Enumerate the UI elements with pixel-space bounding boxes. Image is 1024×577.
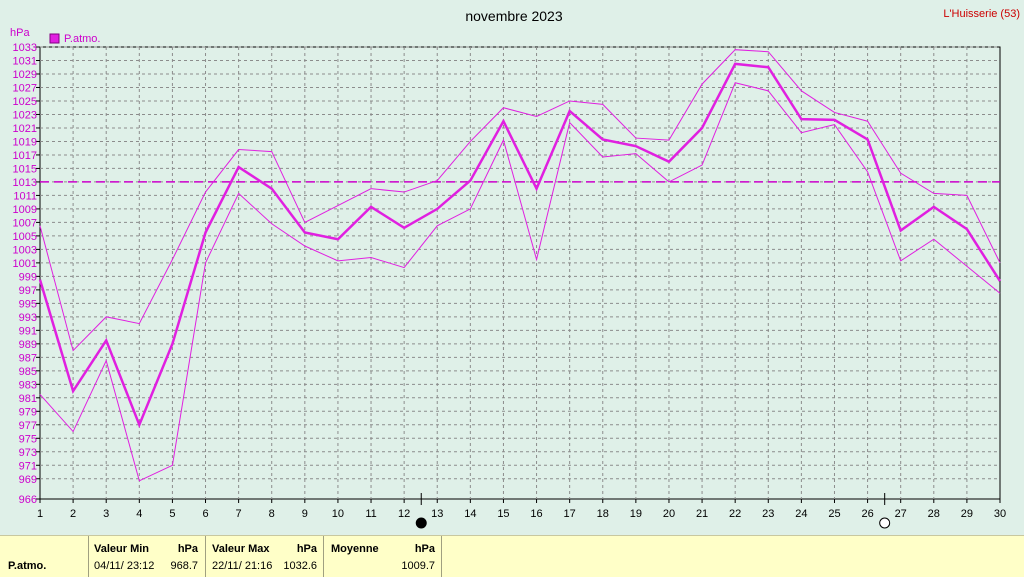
y-tick-label: 999 xyxy=(19,271,37,283)
legend-label: P.atmo. xyxy=(64,33,101,45)
x-tick-label: 17 xyxy=(564,508,576,520)
x-tick-label: 22 xyxy=(729,508,741,520)
y-tick-label: 1031 xyxy=(13,55,37,67)
y-tick-label: 995 xyxy=(19,298,37,310)
y-axis: 9669699719739759779799819839859879899919… xyxy=(13,42,40,506)
y-tick-label: 1029 xyxy=(13,69,37,81)
x-tick-label: 13 xyxy=(431,508,443,520)
new-moon-icon xyxy=(415,517,427,529)
moon-phases xyxy=(415,493,891,529)
stats-series-cell: P.atmo. xyxy=(0,536,89,577)
x-tick-label: 1 xyxy=(37,508,43,520)
y-tick-label: 1001 xyxy=(13,258,37,270)
x-axis: 1 2 3 4 5 6 7 8 9 10 11 12 13 14 15 16 17 18 19 20 21 22 23 24 2… xyxy=(37,499,1006,520)
stats-min-cell: Valeur Min hPa 04/11/ 23:12 968.7 xyxy=(88,536,206,577)
y-tick-label: 1009 xyxy=(13,204,37,216)
y-tick-label: 971 xyxy=(19,460,37,472)
y-tick-label: 977 xyxy=(19,420,37,432)
y-tick-label: 1021 xyxy=(13,123,37,135)
series xyxy=(38,49,1002,482)
x-tick-label: 24 xyxy=(795,508,807,520)
y-tick-label: 1011 xyxy=(13,190,37,202)
x-tick-label: 10 xyxy=(332,508,344,520)
x-tick-label: 29 xyxy=(961,508,973,520)
x-tick-label: 11 xyxy=(365,508,376,520)
x-tick-label: 28 xyxy=(928,508,940,520)
x-tick-label: 26 xyxy=(861,508,873,520)
series-line-mean xyxy=(38,62,1002,429)
chart-title: novembre 2023 xyxy=(465,8,563,24)
x-tick-label: 15 xyxy=(497,508,509,520)
stats-min-unit: hPa xyxy=(177,543,198,555)
y-tick-label: 1015 xyxy=(13,163,37,175)
x-tick-label: 27 xyxy=(895,508,907,520)
y-tick-label: 973 xyxy=(19,447,37,459)
x-tick-label: 4 xyxy=(136,508,142,520)
stats-max-cell: Valeur Max hPa 22/11/ 21:16 1032.6 xyxy=(205,536,324,577)
series-line-max xyxy=(39,49,1001,352)
stats-max-datetime: 22/11/ 21:16 xyxy=(212,560,273,572)
y-tick-label: 979 xyxy=(19,406,37,418)
stats-mean-value: 1009.7 xyxy=(401,560,435,572)
stats-bar: P.atmo. Valeur Min hPa 04/11/ 23:12 968.… xyxy=(0,535,1024,577)
y-tick-label: 991 xyxy=(19,325,37,337)
y-tick-label: 969 xyxy=(19,474,37,486)
x-tick-label: 25 xyxy=(828,508,840,520)
y-axis-unit: hPa xyxy=(10,27,30,39)
y-tick-label: 975 xyxy=(19,433,37,445)
stats-max-value: 1032.6 xyxy=(283,560,317,572)
legend-swatch xyxy=(49,33,60,44)
x-tick-label: 2 xyxy=(70,508,76,520)
x-tick-label: 19 xyxy=(630,508,642,520)
y-tick-label: 1013 xyxy=(13,177,37,189)
stats-min-datetime: 04/11/ 23:12 xyxy=(94,560,155,572)
grid xyxy=(40,46,1000,499)
y-tick-label: 987 xyxy=(19,352,37,364)
x-tick-label: 16 xyxy=(530,508,542,520)
chart: novembre 2023 L'Huisserie (53) hPa P.atm… xyxy=(10,8,1020,529)
y-tick-label: 1003 xyxy=(13,244,37,256)
y-tick-label: 989 xyxy=(19,339,37,351)
series-line-min xyxy=(39,82,1001,482)
stats-mean-unit: hPa xyxy=(414,543,435,555)
x-tick-label: 3 xyxy=(103,508,109,520)
y-tick-label: 983 xyxy=(19,379,37,391)
stats-mean-header: Moyenne xyxy=(331,543,379,555)
x-tick-label: 8 xyxy=(269,508,275,520)
y-tick-label: 1033 xyxy=(13,42,37,54)
y-tick-label: 1017 xyxy=(13,150,37,162)
x-tick-label: 20 xyxy=(663,508,675,520)
x-tick-label: 21 xyxy=(696,508,708,520)
stats-series-label: P.atmo. xyxy=(8,560,47,572)
x-tick-label: 12 xyxy=(398,508,410,520)
x-tick-label: 30 xyxy=(994,508,1006,520)
y-tick-label: 1019 xyxy=(13,136,37,148)
station-name: L'Huisserie (53) xyxy=(943,8,1020,20)
x-tick-label: 9 xyxy=(302,508,308,520)
y-tick-label: 1005 xyxy=(13,231,37,243)
x-tick-label: 23 xyxy=(762,508,774,520)
y-tick-label: 966 xyxy=(19,494,37,506)
x-tick-label: 7 xyxy=(236,508,242,520)
y-tick-label: 1025 xyxy=(13,96,37,108)
y-tick-label: 1023 xyxy=(13,109,37,121)
x-tick-label: 18 xyxy=(597,508,609,520)
x-tick-label: 5 xyxy=(169,508,175,520)
stats-mean-cell: Moyenne hPa 1009.7 xyxy=(323,536,442,577)
y-tick-label: 981 xyxy=(19,393,37,405)
y-tick-label: 985 xyxy=(19,366,37,378)
stats-max-header: Valeur Max xyxy=(212,543,270,555)
stats-max-unit: hPa xyxy=(296,543,317,555)
y-tick-label: 993 xyxy=(19,312,37,324)
x-tick-label: 14 xyxy=(464,508,476,520)
y-tick-label: 1027 xyxy=(13,82,37,94)
stats-min-header: Valeur Min xyxy=(94,543,150,555)
stats-min-value: 968.7 xyxy=(170,560,198,572)
y-tick-label: 997 xyxy=(19,285,37,297)
y-tick-label: 1007 xyxy=(13,217,37,229)
full-moon-icon xyxy=(879,517,891,529)
x-tick-label: 6 xyxy=(202,508,208,520)
